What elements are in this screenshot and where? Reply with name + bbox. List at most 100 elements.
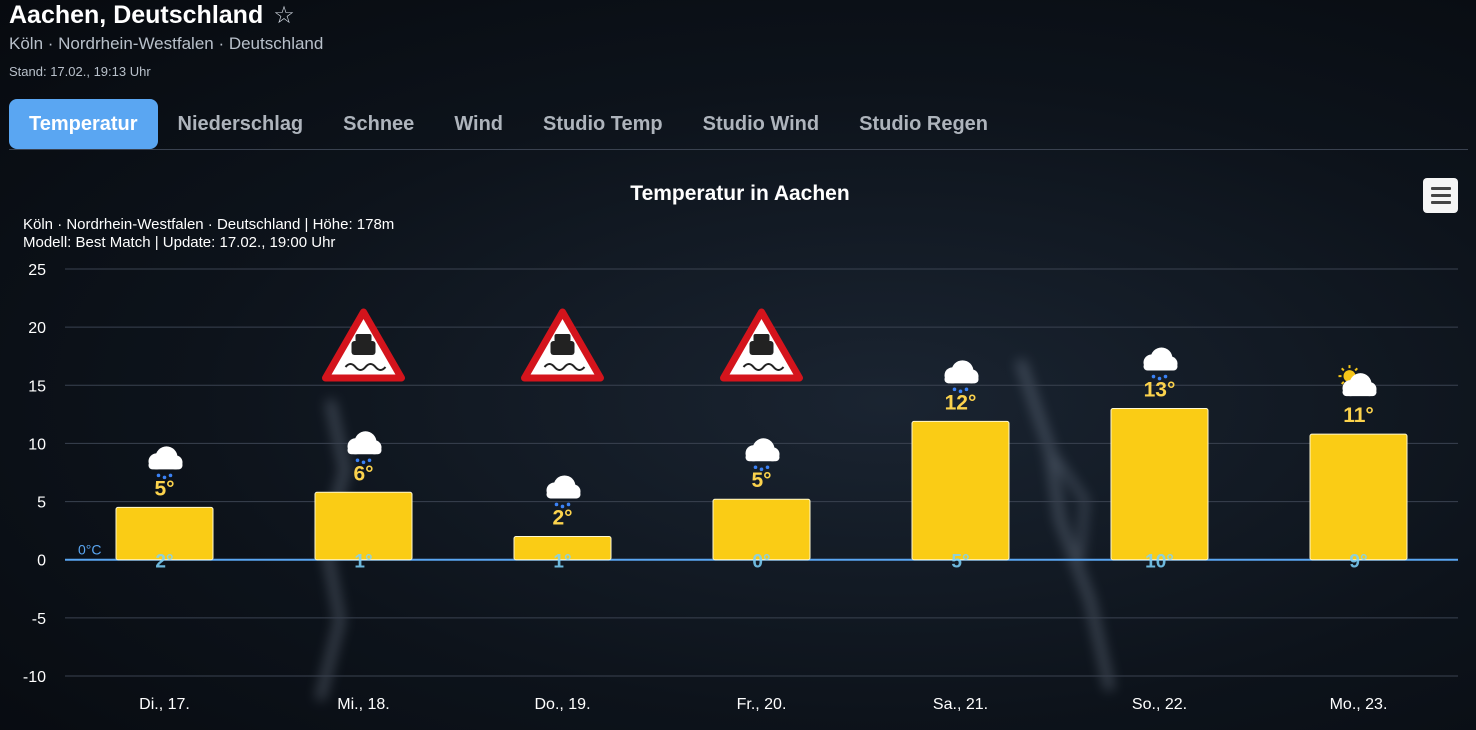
warning-car-roof [753,334,770,342]
temperature-bar[interactable] [513,535,612,561]
snow-rain-cloud-icon [546,475,581,509]
temperature-bar[interactable] [911,420,1010,561]
precip-dot [554,502,559,507]
x-tick-label: Mo., 23. [1330,696,1388,713]
warning-car-roof [554,334,571,342]
max-temp-label: 12° [945,391,977,414]
snow-rain-cloud-icon [745,438,780,472]
sun-ray [1354,367,1358,372]
precip-dot [964,387,969,392]
tab-divider [9,149,1468,150]
min-temp-label: 10° [1145,552,1174,573]
y-tick-label: 0 [37,553,46,570]
tab-wind[interactable]: Wind [454,113,504,135]
temperature-bar[interactable] [115,506,214,561]
tab-bar: Temperatur Niederschlag Schnee Wind Stud… [9,99,1008,149]
sun-ray [1341,381,1345,385]
chart-title: Temperatur in Aachen [630,182,849,205]
slippery-road-warning-icon [521,308,604,382]
precip-dot [952,387,957,392]
warning-skid-lines [344,363,387,371]
location-title: Aachen, Deutschland [9,0,264,29]
precip-dot [361,460,366,465]
snow-rain-cloud-icon [347,431,382,465]
favorite-star-icon[interactable]: ☆ [273,1,295,29]
warning-skid-lines [543,363,586,371]
x-tick-label: Sa., 21. [933,696,988,713]
precip-dot [566,502,571,507]
max-temp-label: 13° [1144,379,1176,402]
precip-dot [168,473,173,478]
y-tick-label: 15 [28,378,46,395]
warning-skid-lines [742,363,785,371]
tab-studio-regen[interactable]: Studio Regen [859,113,988,135]
sun-cloud-icon [1338,365,1377,397]
cloud-base [1143,362,1178,371]
precip-dot [1163,374,1168,379]
y-tick-label: 25 [28,262,46,279]
warning-car-body [351,341,376,355]
data-timestamp: Stand: 17.02., 19:13 Uhr [9,64,151,79]
max-temp-label: 2° [552,506,572,529]
x-tick-label: So., 22. [1132,696,1187,713]
min-temp-label: 2° [155,552,173,573]
chart-subtitle-line-1: Köln · Nordrhein-Westfalen · Deutschland… [23,216,394,233]
precip-dot [1157,376,1162,381]
max-temp-label: 6° [353,462,373,485]
sun-ray [1341,367,1345,372]
precip-dot [156,473,161,478]
y-tick-label: 20 [28,320,46,337]
rain-cloud-icon [1143,347,1178,381]
temperature-bar[interactable] [1110,408,1209,561]
temperature-bar[interactable] [1309,433,1408,561]
tab-temperatur[interactable]: Temperatur [9,99,158,149]
precip-dot [753,465,758,470]
chart-menu-button[interactable] [1423,178,1458,213]
x-tick-label: Fr., 20. [737,696,787,713]
precip-dot [1151,374,1156,379]
y-tick-label: 5 [37,495,46,512]
tab-studio-temp[interactable]: Studio Temp [543,113,663,135]
y-tick-label: 10 [28,436,46,453]
max-temp-label: 5° [154,477,174,500]
temperature-bar[interactable] [712,498,811,561]
precip-dot [560,504,565,509]
location-subtitle: Köln · Nordrhein-Westfalen · Deutschland [9,34,324,53]
precip-dot [162,475,167,480]
slippery-road-warning-icon [720,308,803,382]
min-temp-label: 0° [752,552,770,573]
x-tick-label: Do., 19. [534,696,590,713]
min-temp-label: 9° [1349,552,1367,573]
y-tick-label: -10 [23,669,46,686]
max-temp-label: 11° [1343,404,1374,427]
warning-car-body [749,341,774,355]
min-temp-label: 5° [951,552,969,573]
chart-subtitle-line-2: Modell: Best Match | Update: 17.02., 19:… [23,234,335,251]
warning-car-body [550,341,575,355]
precip-dot [765,465,770,470]
x-tick-label: Mi., 18. [337,696,389,713]
precip-dot [367,458,372,463]
zero-line-label: 0°C [78,542,102,558]
precip-dot [958,389,963,394]
hamburger-menu-icon [1430,185,1451,206]
temperature-bar[interactable] [314,491,413,561]
precip-dot [759,467,764,472]
warning-car-roof [355,334,372,342]
rain-cloud-icon [944,360,979,394]
cloud-base [347,446,382,455]
x-tick-label: Di., 17. [139,696,190,713]
cloud-base [546,490,581,499]
location-header: Aachen, Deutschland ☆ Köln · Nordrhein-W… [9,0,324,80]
min-temp-label: 1° [354,552,372,573]
tab-niederschlag[interactable]: Niederschlag [177,113,304,135]
precip-dot [355,458,360,463]
min-temp-label: 1° [553,552,571,573]
snow-rain-cloud-icon [148,446,183,480]
cloud-base [1342,388,1377,397]
tab-studio-wind[interactable]: Studio Wind [702,113,820,135]
tab-schnee[interactable]: Schnee [343,113,415,135]
max-temp-label: 5° [751,469,771,492]
y-tick-label: -5 [32,611,46,628]
